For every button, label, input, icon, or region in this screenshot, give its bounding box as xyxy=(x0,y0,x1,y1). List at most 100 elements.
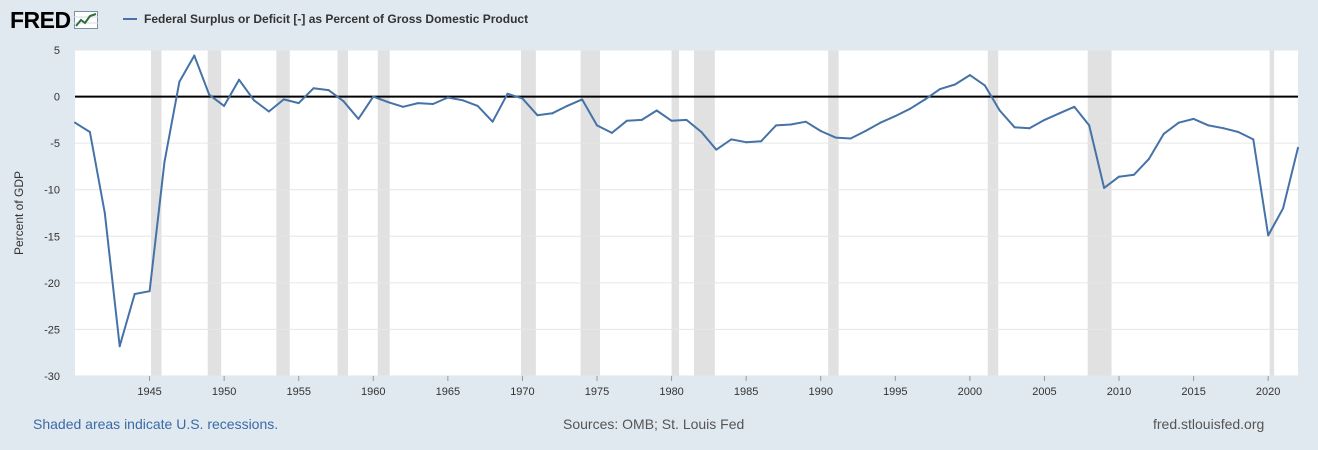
data-point xyxy=(1192,117,1195,120)
data-point xyxy=(372,95,375,98)
data-point xyxy=(745,141,748,144)
data-point xyxy=(1207,124,1210,127)
data-point xyxy=(387,101,390,104)
chart-area: 5 0 -5 -10 -15 -20 -25 -30 1945 1950 1955 1960 1965… xyxy=(12,45,1299,398)
data-point xyxy=(1222,127,1225,130)
data-point xyxy=(1147,157,1150,160)
data-point xyxy=(178,80,181,83)
x-tick-label: 1975 xyxy=(585,386,609,398)
data-point xyxy=(939,88,942,91)
data-point xyxy=(1058,112,1061,115)
data-point xyxy=(1267,234,1270,237)
data-point xyxy=(789,123,792,126)
data-point xyxy=(774,124,777,127)
recession-band-4 xyxy=(377,50,390,376)
recession-band-8 xyxy=(693,50,715,376)
data-point xyxy=(357,117,360,120)
data-point xyxy=(670,119,673,122)
data-point xyxy=(88,130,91,133)
data-point xyxy=(655,109,658,112)
data-point xyxy=(1088,124,1091,127)
data-point xyxy=(894,115,897,118)
y-tick-label: -30 xyxy=(44,371,60,383)
data-point xyxy=(193,54,196,57)
data-point xyxy=(1252,138,1255,141)
y-tick-label: -25 xyxy=(44,324,60,336)
recession-note-link[interactable]: Shaded areas indicate U.S. recessions. xyxy=(33,416,279,432)
data-point xyxy=(163,160,166,163)
data-point xyxy=(1132,173,1135,176)
data-point xyxy=(566,104,569,107)
x-tick-label: 1970 xyxy=(510,386,534,398)
data-point xyxy=(402,105,405,108)
fred-logo[interactable]: FRED xyxy=(10,6,98,34)
data-point xyxy=(1162,132,1165,135)
data-point xyxy=(1103,186,1106,189)
legend-swatch xyxy=(123,18,137,20)
data-point xyxy=(506,92,509,95)
recession-band-10 xyxy=(987,50,999,376)
legend-series-label: Federal Surplus or Deficit [-] as Percen… xyxy=(144,12,529,26)
x-tick-label: 1990 xyxy=(808,386,832,398)
data-point xyxy=(610,131,613,134)
x-tick-label: 2000 xyxy=(958,386,982,398)
y-tick-label: 0 xyxy=(54,92,60,104)
site-link[interactable]: fred.stlouisfed.org xyxy=(1153,416,1265,432)
series-points xyxy=(74,54,1299,348)
y-tick-label: -20 xyxy=(44,278,60,290)
x-tick-label: 1980 xyxy=(659,386,683,398)
data-point xyxy=(148,290,151,293)
data-point xyxy=(715,148,718,151)
recession-band-12 xyxy=(1269,50,1275,376)
data-point xyxy=(267,110,270,113)
data-point xyxy=(864,130,867,133)
data-point xyxy=(431,103,434,106)
x-tick-label: 1945 xyxy=(137,386,161,398)
x-tick-label: 2010 xyxy=(1107,386,1131,398)
data-point xyxy=(998,109,1001,112)
data-point xyxy=(685,118,688,121)
y-tick-label: -5 xyxy=(50,138,60,150)
data-point xyxy=(446,96,449,99)
data-point xyxy=(924,98,927,101)
data-point xyxy=(596,124,599,127)
data-point xyxy=(297,102,300,105)
recession-band-2 xyxy=(276,50,290,376)
data-point xyxy=(1043,118,1046,121)
recession-shading xyxy=(151,50,1275,376)
recession-band-5 xyxy=(520,50,536,376)
data-point xyxy=(1028,127,1031,130)
data-point xyxy=(1297,146,1299,149)
y-axis-ticks: 5 0 -5 -10 -15 -20 -25 -30 xyxy=(44,45,60,383)
data-point xyxy=(118,345,121,348)
sources-text: Sources: OMB; St. Louis Fed xyxy=(563,416,745,432)
recession-band-11 xyxy=(1087,50,1112,376)
y-tick-label: -10 xyxy=(44,185,60,197)
data-point xyxy=(879,121,882,124)
x-tick-label: 1950 xyxy=(212,386,236,398)
data-point xyxy=(834,136,837,139)
recession-band-9 xyxy=(828,50,839,376)
data-point xyxy=(1013,126,1016,129)
data-point xyxy=(252,99,255,102)
x-tick-label: 1995 xyxy=(883,386,907,398)
x-tick-label: 1955 xyxy=(286,386,310,398)
data-point xyxy=(521,97,524,100)
data-point xyxy=(819,130,822,133)
data-point xyxy=(461,99,464,102)
y-axis-label: Percent of GDP xyxy=(12,171,26,255)
x-tick-label: 1985 xyxy=(734,386,758,398)
recession-band-0 xyxy=(151,50,162,376)
recession-band-3 xyxy=(337,50,348,376)
data-point xyxy=(551,112,554,115)
data-point xyxy=(133,293,136,296)
x-tick-label: 2015 xyxy=(1181,386,1205,398)
data-point xyxy=(327,89,330,92)
data-point xyxy=(849,137,852,140)
data-point xyxy=(491,120,494,123)
fred-chart-icon xyxy=(73,11,98,29)
x-tick-label: 1965 xyxy=(436,386,460,398)
data-point xyxy=(804,120,807,123)
x-tick-label: 2005 xyxy=(1032,386,1056,398)
data-point xyxy=(983,84,986,87)
